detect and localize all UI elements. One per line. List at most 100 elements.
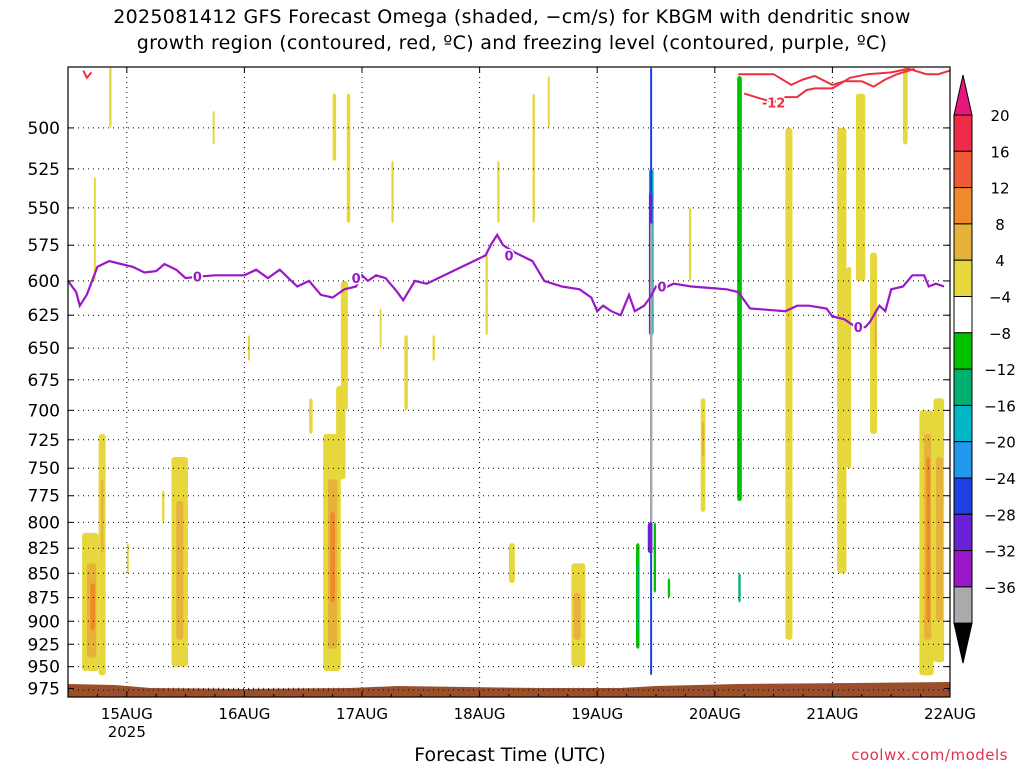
x-tick-label-19AUG: 19AUG (571, 705, 623, 723)
omega-cell-56 (647, 522, 654, 554)
colorbar-layer: 20 16 12 8 4 −4 −8 −12 −16 −20 −24 −28 −32 −36 (953, 74, 1016, 664)
credit-text: coolwx.com/models (851, 746, 1008, 764)
axes-layer: 500 525 550 575 600 625 650 675 700 725 750 775 800 8… (28, 66, 976, 741)
colorbar-label--28: −28 (984, 506, 1016, 524)
colorbar-label--36: −36 (984, 579, 1016, 597)
x-tick-label-21AUG: 21AUG (806, 705, 858, 723)
colorbar-label--24: −24 (984, 470, 1016, 488)
colorbar-swatch-13 (953, 586, 973, 624)
y-tick-label-950: 950 (28, 658, 60, 678)
y-tick-label-500: 500 (28, 119, 60, 139)
omega-cell-37 (485, 252, 488, 336)
freezing-level-contour (67, 232, 945, 329)
x-tick-label-20AUG: 20AUG (689, 705, 741, 723)
plot-frame (67, 66, 951, 698)
omega-cell-32 (379, 308, 382, 349)
omega-shading-layer (77, 67, 945, 676)
colorbar-label--8: −8 (989, 325, 1011, 343)
omega-cell-69 (738, 573, 741, 603)
dgz-contour-2 (743, 67, 951, 104)
omega-cell-85 (935, 456, 943, 622)
y-tick-label-750: 750 (28, 459, 60, 479)
y-tick-label-875: 875 (28, 589, 60, 609)
omega-cell-11 (162, 490, 165, 523)
colorbar-swatch-9 (953, 441, 973, 479)
colorbar-label-4: 4 (995, 252, 1005, 270)
omega-cell-12 (215, 501, 217, 523)
omega-cell-29 (346, 583, 351, 658)
x-tick-label-15AUG: 15AUG (101, 705, 153, 723)
omega-cell-42 (532, 93, 535, 224)
omega-cell-28 (340, 280, 348, 411)
omega-cell-70 (743, 522, 746, 574)
colorbar-bottom-arrow (953, 622, 973, 664)
omega-cell-66 (737, 75, 742, 502)
grid-layer (68, 67, 951, 697)
y-tick-label-775: 775 (28, 487, 60, 507)
x-year-label: 2025 (108, 723, 146, 741)
omega-cell-10 (126, 543, 129, 574)
omega-cell-38 (497, 160, 500, 224)
colorbar-swatch-11 (953, 513, 973, 552)
omega-cell-78 (870, 252, 878, 434)
colorbar-top-arrow (953, 74, 973, 116)
contour-layer: 0 0 0 0 0 -12 (67, 67, 951, 338)
omega-cell-34 (404, 335, 408, 411)
colorbar-label--12: −12 (984, 361, 1016, 379)
colorbar-label-16: 16 (990, 143, 1009, 161)
omega-cell-55 (650, 223, 653, 523)
colorbar-swatch-2 (953, 187, 973, 225)
omega-cell-40 (509, 543, 515, 584)
omega-cell-74 (785, 127, 793, 640)
omega-cell-43 (547, 75, 550, 128)
freezing-level-label-1: 0 (352, 272, 361, 287)
omega-cell-30 (346, 93, 351, 224)
omega-cell-14 (242, 93, 245, 193)
omega-cell-6 (93, 176, 96, 281)
omega-cell-58 (653, 522, 656, 593)
colorbar-label--32: −32 (984, 543, 1016, 561)
omega-cell-25 (330, 511, 335, 603)
omega-cell-83 (926, 456, 931, 622)
omega-cell-79 (874, 308, 877, 349)
y-tick-label-850: 850 (28, 564, 60, 584)
y-tick-label-625: 625 (28, 306, 60, 326)
y-tick-label-825: 825 (28, 539, 60, 559)
colorbar-label-8: 8 (995, 216, 1005, 234)
omega-cell-36 (456, 385, 459, 512)
omega-cell-3 (98, 433, 106, 676)
omega-cell-77 (855, 93, 866, 281)
dgz-contour-label: -12 (762, 96, 786, 111)
x-tick-label-22AUG: 22AUG (924, 705, 976, 723)
colorbar-swatch-8 (953, 404, 973, 443)
omega-cell-48 (614, 479, 621, 603)
colorbar-label-12: 12 (990, 180, 1009, 198)
omega-cell-62 (688, 207, 692, 281)
y-tick-label-575: 575 (28, 236, 60, 256)
omega-cell-7 (109, 67, 112, 128)
colorbar-swatch-0 (953, 114, 973, 152)
omega-cell-68 (747, 583, 760, 640)
y-tick-label-600: 600 (28, 272, 60, 292)
omega-cell-76 (846, 266, 852, 469)
y-tick-label-675: 675 (28, 371, 60, 391)
y-tick-label-650: 650 (28, 339, 60, 359)
y-tick-label-550: 550 (28, 199, 60, 219)
y-tick-label-925: 925 (28, 635, 60, 655)
colorbar-swatch-5 (953, 296, 973, 334)
x-tick-label-17AUG: 17AUG (336, 705, 388, 723)
omega-cell-19 (293, 563, 296, 584)
colorbar-label--16: −16 (984, 397, 1016, 415)
y-tick-label-900: 900 (28, 612, 60, 632)
omega-cell-21 (314, 176, 319, 480)
omega-cell-46 (587, 348, 590, 411)
omega-cell-22 (309, 398, 313, 434)
omega-cell-60 (667, 578, 671, 598)
colorbar-label--4: −4 (989, 289, 1011, 307)
omega-cell-51 (637, 563, 640, 631)
y-tick-label-725: 725 (28, 431, 60, 451)
y-tick-label-525: 525 (28, 160, 60, 180)
omega-cell-4 (100, 479, 104, 554)
x-axis-label: Forecast Time (UTC) (414, 744, 606, 766)
